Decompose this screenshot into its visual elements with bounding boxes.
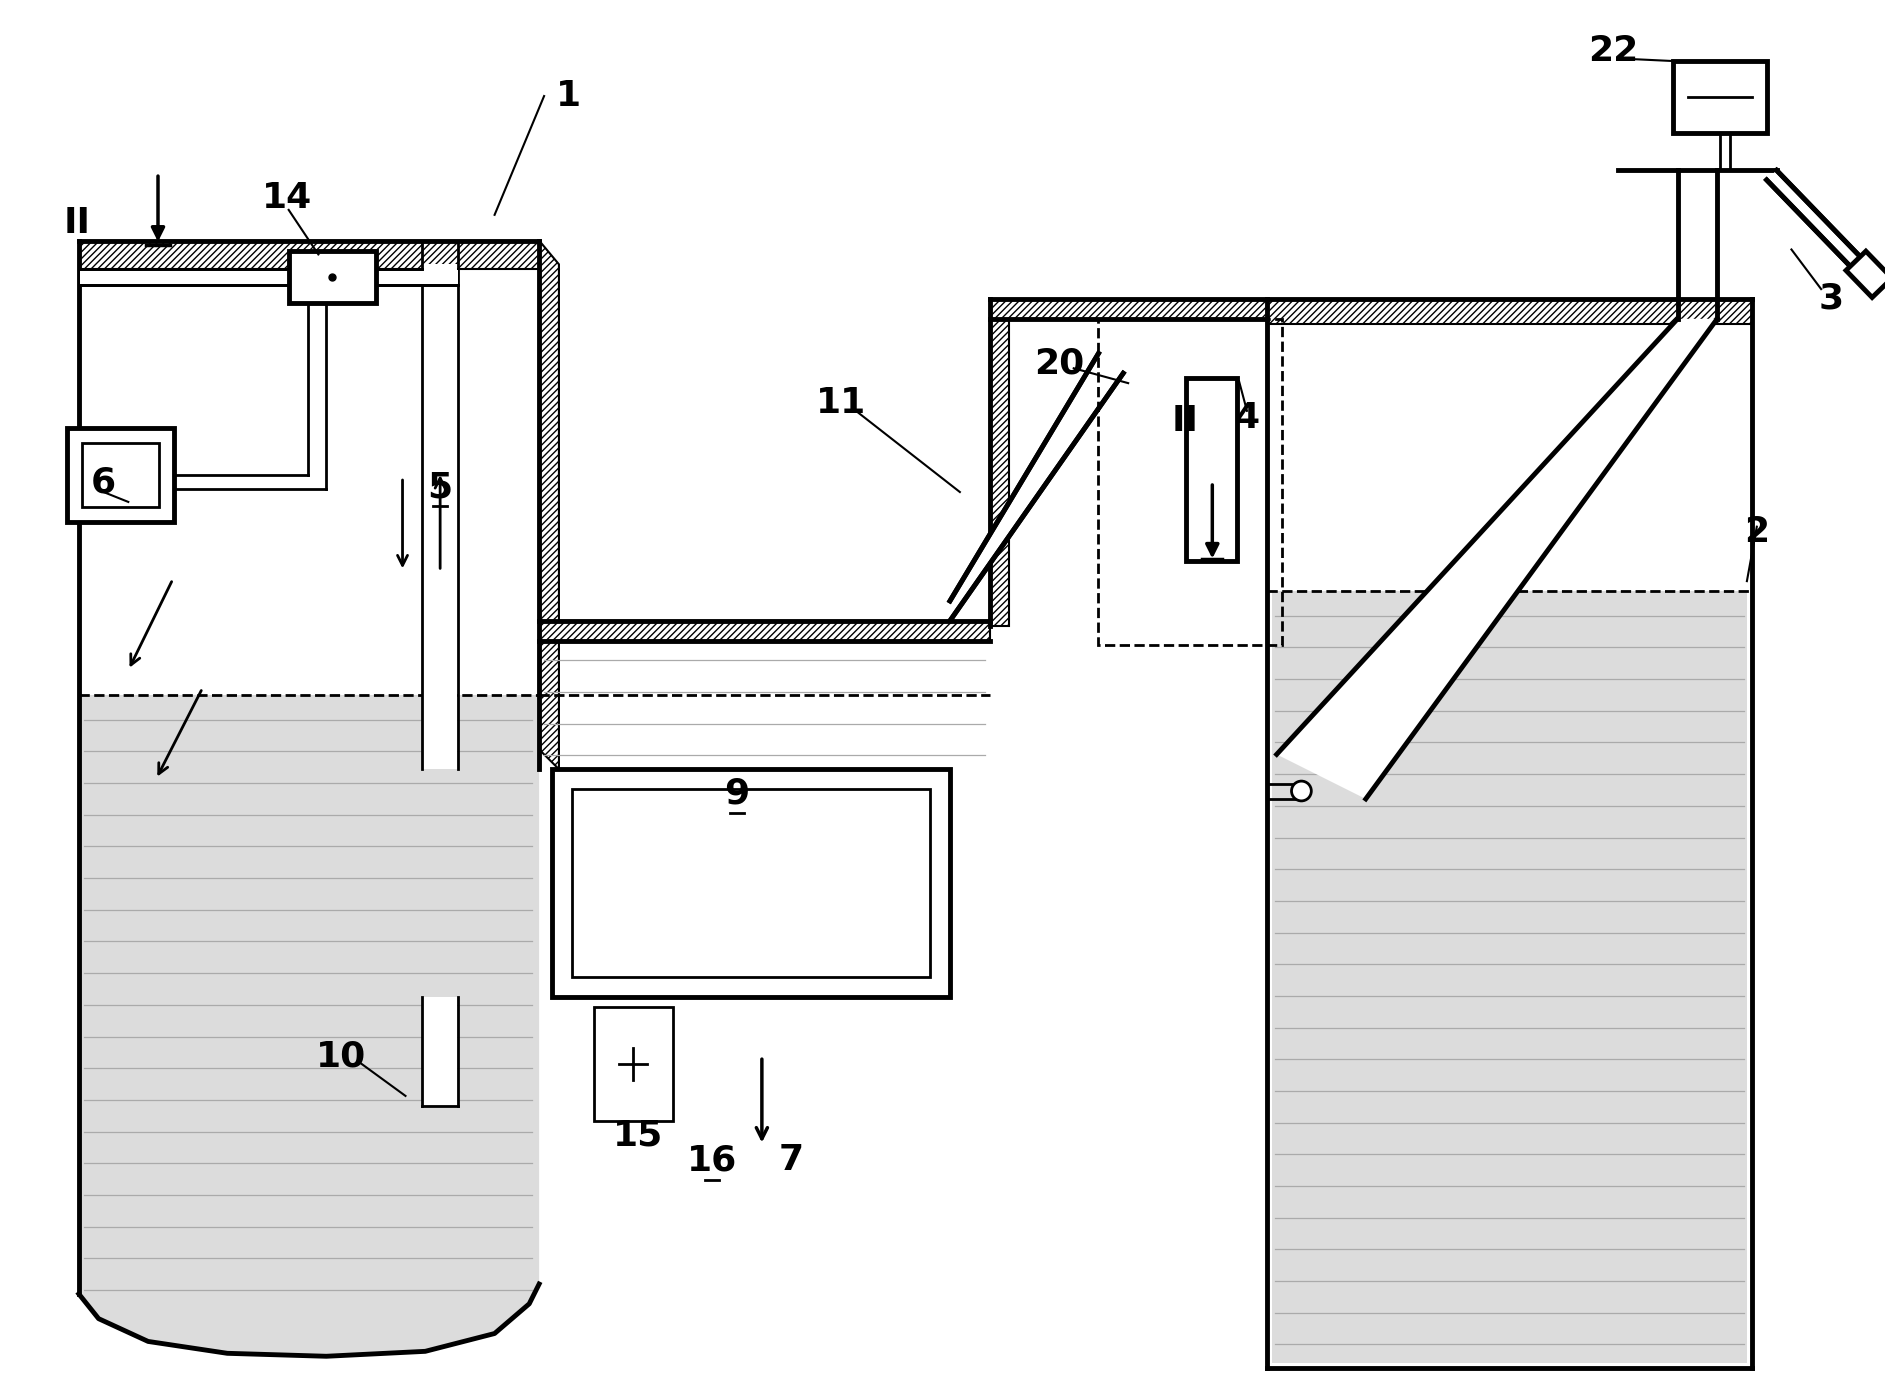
Bar (1846, 251, 1891, 298)
Bar (288, 252, 375, 303)
Text: 6: 6 (91, 465, 116, 499)
Text: 14: 14 (262, 181, 313, 215)
Bar (81, 443, 159, 507)
Polygon shape (80, 270, 288, 284)
Polygon shape (80, 695, 540, 1356)
Polygon shape (80, 241, 540, 269)
Text: 9: 9 (724, 777, 750, 812)
Polygon shape (949, 353, 1124, 620)
Text: 10: 10 (316, 1039, 366, 1073)
Bar (551, 769, 949, 997)
Text: 1: 1 (557, 79, 582, 114)
Text: 7: 7 (779, 1143, 803, 1177)
Text: 2: 2 (1743, 515, 1770, 548)
Polygon shape (1272, 591, 1747, 1363)
Text: 4: 4 (1234, 400, 1260, 435)
Bar (572, 789, 930, 976)
Polygon shape (1277, 319, 1717, 799)
Polygon shape (423, 265, 457, 769)
Polygon shape (989, 299, 1266, 319)
Text: II: II (1173, 404, 1200, 438)
Text: 20: 20 (1035, 346, 1084, 381)
Bar (1673, 61, 1766, 133)
Polygon shape (989, 299, 1010, 626)
Bar (1186, 378, 1237, 561)
Polygon shape (540, 620, 989, 640)
Polygon shape (1266, 299, 1751, 324)
Text: 3: 3 (1819, 283, 1844, 316)
Bar (1099, 319, 1281, 645)
Text: 15: 15 (612, 1119, 663, 1152)
Polygon shape (1766, 170, 1867, 271)
Bar (593, 1007, 673, 1120)
Polygon shape (540, 241, 559, 769)
Text: 22: 22 (1588, 35, 1639, 68)
Text: 16: 16 (688, 1143, 737, 1177)
Text: 11: 11 (817, 386, 866, 420)
Circle shape (1292, 781, 1311, 801)
Polygon shape (423, 997, 457, 1105)
Text: II: II (63, 206, 91, 240)
Text: 5: 5 (428, 470, 453, 504)
Bar (66, 428, 174, 522)
Polygon shape (375, 270, 459, 284)
